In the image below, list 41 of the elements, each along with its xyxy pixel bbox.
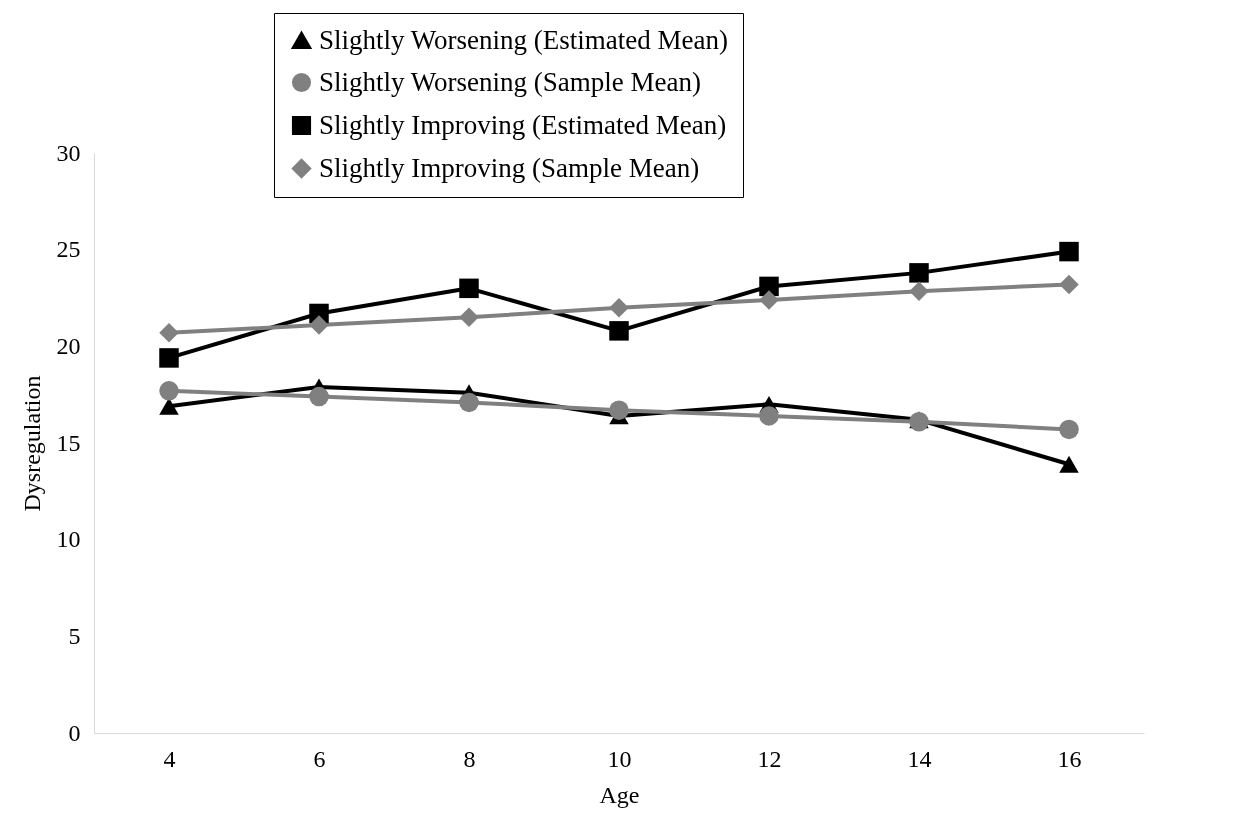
x-tick-label: 6 (313, 745, 326, 772)
point (159, 323, 179, 343)
y-tick-label: 0 (68, 719, 81, 746)
point (1059, 274, 1079, 295)
point (159, 381, 179, 401)
y-tick-label: 5 (68, 622, 81, 649)
y-tick-label: 20 (56, 332, 81, 359)
y-tick-label: 15 (56, 429, 81, 456)
point (459, 278, 479, 299)
point (609, 297, 629, 318)
x-axis-title: Age (599, 781, 640, 808)
x-tick-label: 4 (163, 745, 176, 772)
point (609, 321, 629, 341)
y-tick-label: 25 (56, 236, 81, 263)
x-tick-label: 14 (907, 745, 932, 772)
legend-label: Slightly Improving (Estimated Mean) (319, 109, 727, 140)
x-tick-label: 12 (757, 745, 782, 772)
point (309, 386, 329, 407)
point (309, 315, 329, 335)
point (1059, 419, 1079, 440)
point (909, 281, 929, 301)
legend-label: Slightly Worsening (Sample Mean) (319, 66, 702, 97)
legend-label: Slightly Worsening (Estimated Mean) (319, 24, 729, 55)
x-tick-label: 16 (1057, 745, 1082, 772)
point (1059, 455, 1079, 473)
x-tick-label: 8 (463, 745, 476, 772)
y-tick-label: 10 (56, 526, 81, 553)
point (1059, 241, 1079, 262)
point (759, 406, 779, 426)
point (459, 392, 479, 413)
x-tick-label: 10 (607, 745, 632, 772)
point (759, 276, 779, 297)
point (459, 307, 479, 328)
point (159, 348, 179, 368)
point (159, 397, 179, 415)
y-tick-label: 30 (56, 139, 81, 166)
point (909, 263, 929, 283)
y-axis-title: Dysregulation (18, 375, 45, 512)
legend-label: Slightly Improving (Sample Mean) (319, 152, 700, 183)
point (609, 400, 629, 420)
point (759, 290, 779, 310)
